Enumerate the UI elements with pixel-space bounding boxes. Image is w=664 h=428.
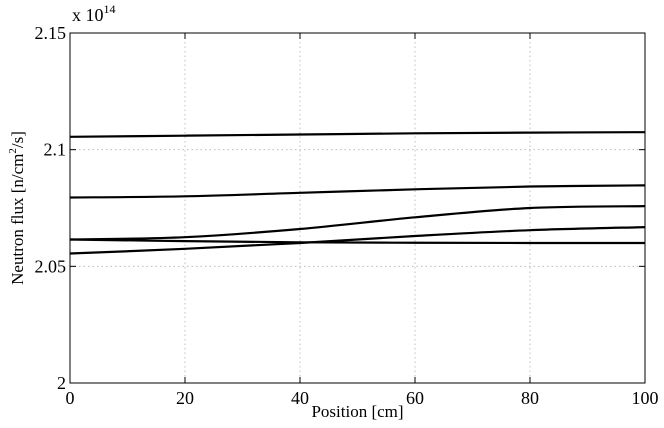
- grid: [70, 33, 645, 383]
- x-tick-label: 40: [291, 388, 309, 408]
- tick-marks: [69, 32, 646, 384]
- x-axis-label: Position [cm]: [311, 402, 403, 421]
- y-tick-labels: 2 2.05 2.1 2.15: [35, 23, 67, 393]
- x-tick-label: 20: [176, 388, 194, 408]
- y-tick-label: 2.1: [44, 140, 67, 160]
- x-tick-label: 100: [632, 388, 659, 408]
- y-tick-label: 2: [57, 373, 66, 393]
- y-tick-label: 2.05: [35, 256, 67, 276]
- series-line-1: [69, 131, 646, 138]
- y-exponent-label: x 1014: [72, 2, 116, 25]
- series-line-5: [69, 238, 646, 245]
- series-line-4: [69, 226, 646, 255]
- series-line-2: [69, 184, 646, 199]
- series-line-3: [69, 205, 646, 241]
- x-tick-label: 0: [66, 388, 75, 408]
- y-axis-label: Neutron flux [n/cm2/s]: [7, 131, 27, 285]
- x-tick-label: 60: [406, 388, 424, 408]
- x-tick-labels: 0 20 40 60 80 100: [66, 388, 659, 408]
- series-group: [69, 131, 646, 255]
- y-tick-label: 2.15: [35, 23, 67, 43]
- plot-frame: [69, 32, 646, 384]
- x-tick-label: 80: [521, 388, 539, 408]
